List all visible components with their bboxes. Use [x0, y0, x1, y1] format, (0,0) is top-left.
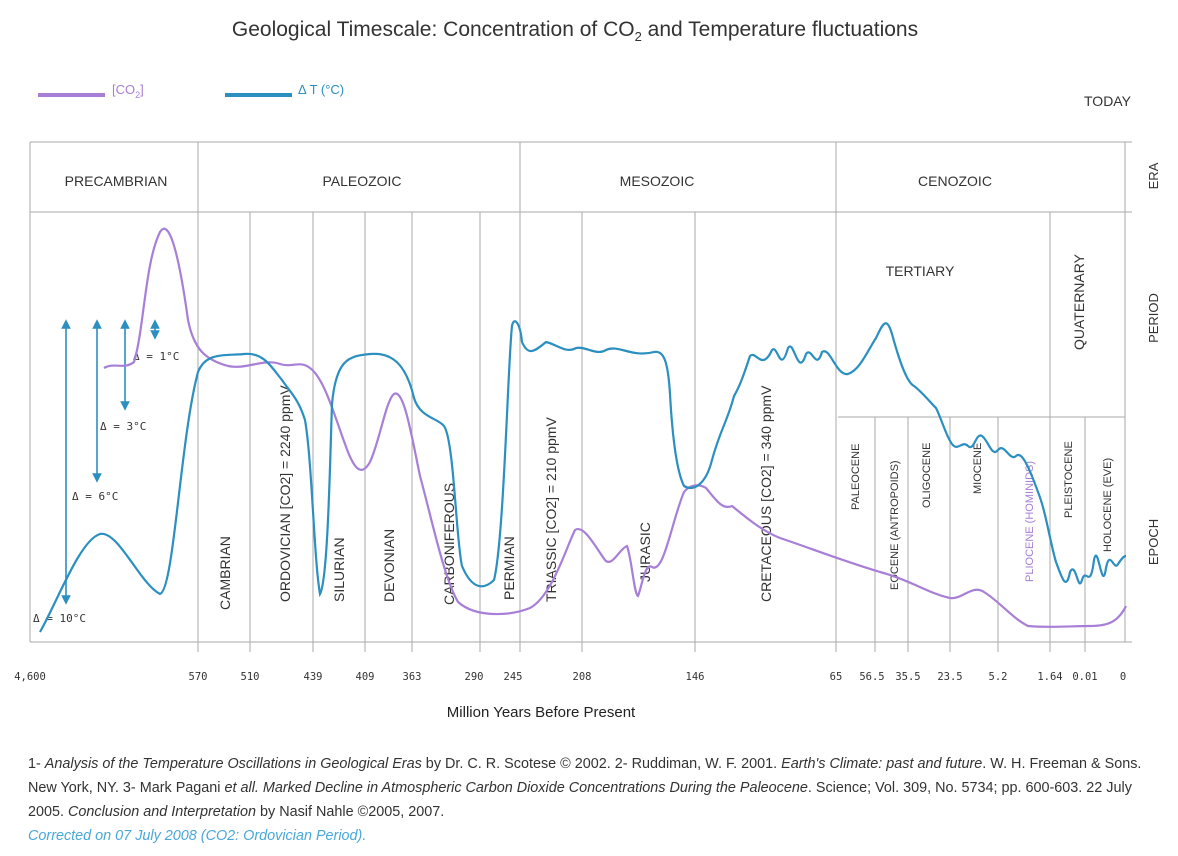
legend-co2-label: [CO2] [112, 82, 144, 100]
period-label: CAMBRIAN [217, 536, 233, 610]
period-label: DEVONIAN [381, 529, 397, 602]
x-tick-label: 1.64 [1037, 671, 1062, 683]
x-tick-label: 23.5 [937, 671, 962, 683]
x-tick-label: 146 [686, 671, 705, 683]
dt-line [39, 320, 1127, 633]
chart-canvas: [CO2] Δ T (°C) TODAY PRECAMBRIAN PALEOZO… [14, 82, 1161, 721]
epoch-label: EOCENE (ANTROPOIDS) [889, 460, 901, 590]
epoch-label: PALEOCENE [850, 444, 862, 510]
x-tick-label: 570 [189, 671, 208, 683]
citation-caption: 1- Analysis of the Temperature Oscillati… [28, 756, 1142, 844]
era-label: MESOZOIC [620, 173, 695, 189]
x-axis: 4,600 570 510 439 409 363 290 245 208 146 65 56.5 35… [14, 671, 1126, 683]
epoch-label: HOLOCENE (EVE) [1102, 458, 1114, 552]
x-tick-label: 4,600 [14, 671, 46, 683]
epoch-label: PLIOCENE (HOMINIDS) [1024, 461, 1036, 582]
period-label: CRETACEOUS [CO2] = 340 ppmV [758, 385, 774, 602]
epoch-label: PLEISTOCENE [1063, 441, 1075, 518]
x-tick-label: 290 [465, 671, 484, 683]
today-label: TODAY [1084, 93, 1132, 109]
x-tick-label: 0 [1120, 671, 1126, 683]
period-label: ORDOVICIAN [CO2] = 2240 ppmV [277, 385, 293, 602]
x-tick-label: 5.2 [989, 671, 1008, 683]
era-label: PALEOZOIC [322, 173, 401, 189]
period-label: TERTIARY [886, 263, 955, 279]
x-tick-label: 363 [403, 671, 422, 683]
row-label-epoch: EPOCH [1146, 519, 1161, 565]
period-label: QUATERNARY [1071, 253, 1087, 350]
period-label: CARBONIFEROUS [441, 483, 457, 605]
x-tick-label: 439 [304, 671, 323, 683]
delta-label: Δ = 10°C [33, 612, 86, 625]
correction-note: Corrected on 07 July 2008 (CO2: Ordovici… [28, 828, 367, 844]
delta-label: Δ = 1°C [133, 350, 179, 363]
chart-title: Geological Timescale: Concentration of C… [231, 18, 919, 45]
x-tick-label: 65 [830, 671, 843, 683]
era-label: CENOZOIC [918, 173, 992, 189]
x-tick-label: 0.01 [1072, 671, 1097, 683]
x-tick-label: 245 [504, 671, 523, 683]
co2-line [103, 227, 1127, 628]
grid-frame [29, 141, 1132, 652]
era-label: PRECAMBRIAN [65, 173, 168, 189]
x-tick-label: 510 [241, 671, 260, 683]
row-label-era: ERA [1146, 162, 1161, 189]
x-tick-label: 35.5 [895, 671, 920, 683]
delta-label: Δ = 6°C [72, 490, 118, 503]
x-axis-label: Million Years Before Present [447, 704, 636, 721]
x-tick-label: 208 [573, 671, 592, 683]
row-label-period: PERIOD [1146, 293, 1161, 343]
delta-label: Δ = 3°C [100, 420, 146, 433]
period-label: PERMIAN [501, 536, 517, 600]
x-tick-label: 56.5 [859, 671, 884, 683]
period-label: SILURIAN [331, 537, 347, 602]
period-label: TRIASSIC [CO2] = 210 ppmV [543, 417, 559, 602]
epoch-label: MIOCENE [972, 443, 984, 494]
epoch-label: OLIGOCENE [921, 443, 933, 508]
legend-dt-label: Δ T (°C) [298, 82, 344, 97]
x-tick-label: 409 [356, 671, 375, 683]
